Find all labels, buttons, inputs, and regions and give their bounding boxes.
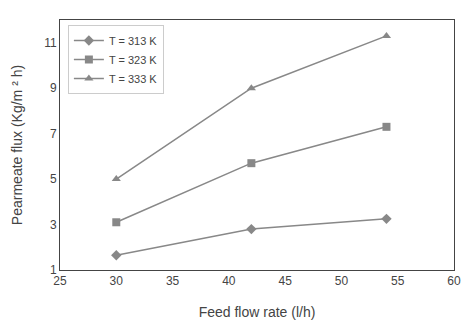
svg-text:T = 323 K: T = 323 K xyxy=(109,54,157,66)
svg-text:35: 35 xyxy=(166,274,180,288)
svg-text:Feed flow rate (l/h): Feed flow rate (l/h) xyxy=(199,304,316,320)
svg-text:3: 3 xyxy=(50,218,57,232)
svg-text:50: 50 xyxy=(335,274,349,288)
svg-text:9: 9 xyxy=(50,81,57,95)
svg-text:1: 1 xyxy=(50,263,57,277)
svg-text:11: 11 xyxy=(44,36,57,50)
svg-text:55: 55 xyxy=(391,274,405,288)
svg-text:Pearmeate flux (Kg/m ² h): Pearmeate flux (Kg/m ² h) xyxy=(9,65,25,225)
svg-text:40: 40 xyxy=(222,274,236,288)
svg-text:5: 5 xyxy=(50,172,57,186)
svg-text:60: 60 xyxy=(447,274,461,288)
svg-text:25: 25 xyxy=(53,274,67,288)
svg-text:30: 30 xyxy=(110,274,124,288)
svg-text:T = 333 K: T = 333 K xyxy=(109,73,157,85)
svg-text:45: 45 xyxy=(278,274,292,288)
svg-text:7: 7 xyxy=(50,127,57,141)
svg-text:T = 313 K: T = 313 K xyxy=(109,35,157,47)
